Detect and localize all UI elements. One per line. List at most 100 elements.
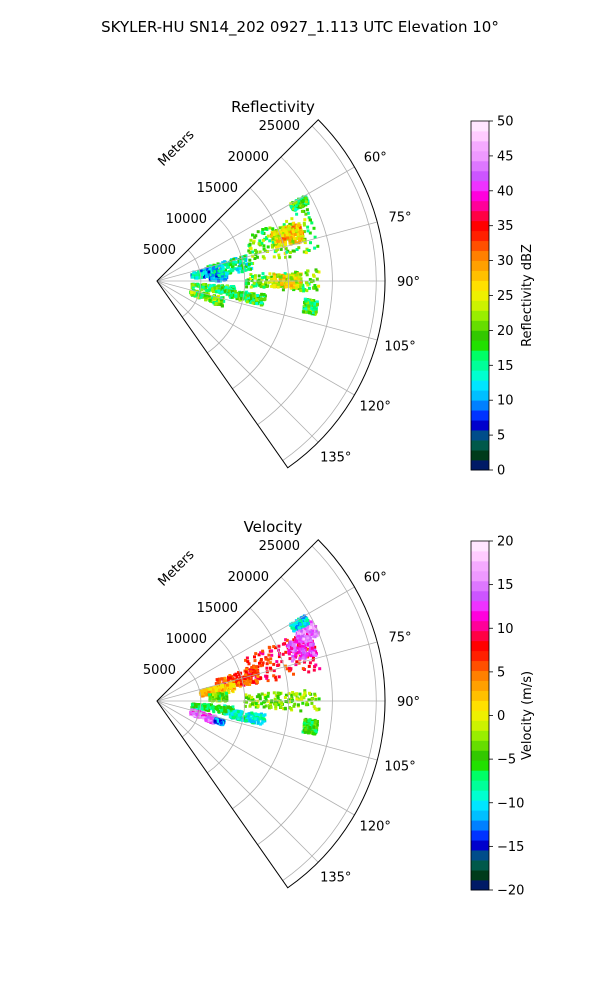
- echo-cell: [245, 682, 249, 686]
- echo-cell: [270, 700, 273, 704]
- echo-cell: [238, 259, 242, 263]
- echo-cell: [212, 278, 216, 282]
- echo-cell: [294, 283, 298, 287]
- colorbar-swatch: [471, 380, 489, 391]
- echo-cell: [201, 273, 204, 277]
- echo-cell: [206, 715, 210, 719]
- echo-cell: [235, 675, 239, 679]
- echo-cell: [294, 636, 298, 640]
- echo-cell: [317, 270, 321, 274]
- echo-cell: [238, 684, 242, 688]
- colorbar-swatch: [471, 280, 489, 291]
- echo-cell: [199, 711, 203, 715]
- colorbar-swatch: [471, 820, 489, 831]
- echo-cell: [263, 297, 267, 301]
- colorbar-swatch: [471, 630, 489, 642]
- echo-cell: [311, 645, 315, 649]
- echo-cell: [211, 287, 215, 291]
- echo-cell: [293, 646, 297, 650]
- echo-cell: [302, 628, 306, 632]
- echo-cell: [247, 712, 251, 716]
- echo-cell: [220, 693, 224, 696]
- echo-cell: [230, 688, 234, 692]
- echo-cell: [301, 286, 305, 290]
- echo-cell: [288, 251, 292, 254]
- echo-cell: [234, 260, 238, 264]
- echo-cell: [217, 719, 221, 723]
- echo-cell: [313, 302, 317, 306]
- echo-cell: [245, 700, 249, 704]
- echo-cell: [309, 654, 313, 658]
- range-ring: [282, 125, 377, 461]
- echo-cell: [228, 685, 232, 689]
- echo-cell: [231, 265, 234, 269]
- echo-cell: [301, 205, 305, 209]
- echo-cell: [258, 676, 262, 680]
- echo-cell: [312, 273, 315, 277]
- echo-cell: [284, 700, 288, 703]
- azimuth-tick-label: 60°: [364, 571, 387, 586]
- echo-cell: [274, 232, 278, 236]
- echo-cell: [242, 294, 246, 298]
- echo-cell: [304, 200, 308, 204]
- echo-cell: [229, 263, 233, 267]
- echo-cell: [253, 235, 257, 239]
- range-tick-label: 5000: [143, 663, 176, 678]
- echo-cell: [250, 292, 254, 295]
- colorbar-swatch: [471, 390, 489, 401]
- echo-cell: [289, 281, 293, 285]
- echo-cell: [201, 716, 205, 720]
- echo-cell: [299, 656, 303, 660]
- echo-cell: [247, 715, 251, 719]
- echo-cell: [225, 272, 228, 276]
- colorbar-tick-label: 30: [497, 254, 514, 269]
- echo-cell: [300, 634, 304, 637]
- echo-cell: [281, 225, 285, 229]
- echo-cell: [238, 718, 242, 722]
- echo-cell: [207, 712, 211, 716]
- echo-cell: [287, 652, 291, 656]
- echo-cell: [300, 197, 304, 201]
- azimuth-tick-label: 90°: [397, 275, 420, 290]
- echo-cell: [247, 662, 251, 666]
- echo-cell: [300, 629, 304, 633]
- range-tick-label: 5000: [143, 243, 176, 258]
- echo-cell: [210, 706, 214, 710]
- colorbar-tick-label: 5: [497, 665, 505, 680]
- colorbar-swatch: [471, 330, 489, 341]
- echo-cell: [302, 250, 306, 254]
- echo-cell: [268, 661, 272, 665]
- echo-cell: [304, 271, 308, 275]
- echo-cell: [300, 631, 304, 635]
- echo-cell: [286, 227, 290, 231]
- echo-cell: [295, 646, 299, 650]
- echo-cell: [284, 283, 288, 287]
- echo-cell: [260, 301, 263, 305]
- echo-cell: [200, 275, 204, 279]
- echo-cell: [235, 679, 238, 683]
- colorbar-swatch: [471, 440, 489, 451]
- echo-cell: [208, 695, 212, 699]
- echo-cell: [312, 651, 316, 655]
- echo-cell: [241, 266, 245, 270]
- echo-cell: [240, 297, 244, 300]
- echo-cell: [262, 700, 265, 704]
- echo-cell: [266, 679, 270, 683]
- echo-cell: [294, 200, 298, 204]
- echo-cell: [294, 286, 298, 290]
- echo-cell: [279, 247, 283, 251]
- colorbar-swatch: [471, 640, 489, 652]
- echo-cell: [227, 265, 231, 269]
- echo-cell: [262, 247, 266, 251]
- echo-cell: [280, 284, 284, 288]
- echo-cell: [299, 623, 303, 626]
- echo-cell: [232, 684, 236, 688]
- echo-cell: [256, 704, 260, 708]
- echo-cell: [315, 629, 319, 633]
- echo-cell: [248, 258, 252, 262]
- echo-cell: [303, 218, 307, 222]
- echo-cell: [290, 233, 293, 237]
- echo-cell: [293, 624, 297, 627]
- echo-cell: [218, 680, 221, 684]
- echo-cell: [265, 277, 269, 281]
